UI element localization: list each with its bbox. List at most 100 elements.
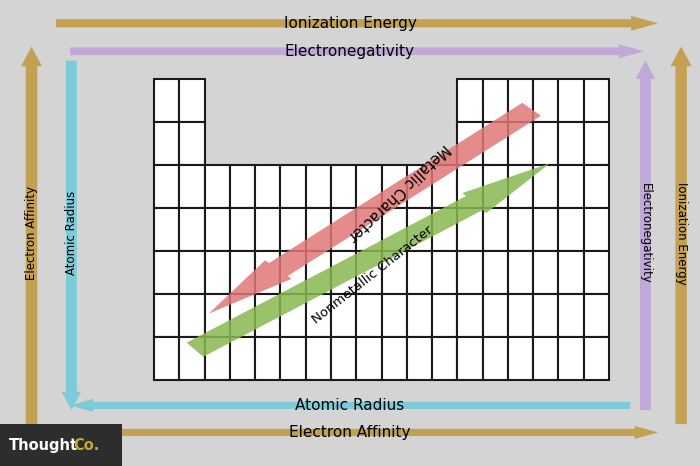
Bar <box>407 294 432 337</box>
Bar <box>230 208 255 251</box>
Bar <box>533 122 559 165</box>
Bar <box>559 294 584 337</box>
Bar <box>457 337 482 380</box>
Bar <box>432 208 457 251</box>
Bar <box>356 208 382 251</box>
Bar <box>533 251 559 294</box>
Bar <box>331 251 356 294</box>
Text: Ionization Energy: Ionization Energy <box>284 16 416 31</box>
Bar <box>356 165 382 208</box>
Bar <box>306 208 331 251</box>
Bar <box>457 122 482 165</box>
Bar <box>482 294 508 337</box>
Bar <box>382 208 407 251</box>
Text: Nonmetallic Character: Nonmetallic Character <box>309 224 435 327</box>
Bar <box>482 337 508 380</box>
Bar <box>432 337 457 380</box>
Bar <box>179 294 204 337</box>
Bar <box>306 165 331 208</box>
Text: Electron Affinity: Electron Affinity <box>25 186 38 280</box>
Bar <box>584 337 609 380</box>
Bar <box>154 79 179 122</box>
Bar <box>331 165 356 208</box>
Bar <box>533 294 559 337</box>
Polygon shape <box>56 426 658 439</box>
Bar <box>457 79 482 122</box>
Bar <box>382 337 407 380</box>
Bar <box>407 251 432 294</box>
Bar <box>230 165 255 208</box>
Bar <box>255 337 281 380</box>
Bar <box>584 122 609 165</box>
Bar <box>154 337 179 380</box>
Bar <box>306 337 331 380</box>
Bar <box>508 79 533 122</box>
Bar <box>179 122 204 165</box>
Bar <box>230 294 255 337</box>
Bar <box>331 337 356 380</box>
Text: Co.: Co. <box>74 438 100 452</box>
Polygon shape <box>70 399 630 412</box>
Bar <box>255 294 281 337</box>
Text: Atomic Radius: Atomic Radius <box>65 191 78 275</box>
Bar <box>457 208 482 251</box>
Bar <box>382 251 407 294</box>
Bar <box>0 424 122 466</box>
Bar <box>407 337 432 380</box>
Polygon shape <box>21 47 42 424</box>
Text: Electron Affinity: Electron Affinity <box>289 425 411 440</box>
Bar <box>281 294 306 337</box>
Bar <box>533 79 559 122</box>
Polygon shape <box>62 61 81 410</box>
Polygon shape <box>187 164 550 357</box>
Bar <box>230 337 255 380</box>
Bar <box>559 165 584 208</box>
Bar <box>508 294 533 337</box>
Bar <box>457 165 482 208</box>
Bar <box>154 251 179 294</box>
Bar <box>204 165 230 208</box>
Text: Atomic Radius: Atomic Radius <box>295 398 405 413</box>
Bar <box>533 208 559 251</box>
Text: Thought: Thought <box>8 438 78 452</box>
Polygon shape <box>56 16 658 31</box>
Bar <box>179 251 204 294</box>
Bar <box>508 165 533 208</box>
Text: Electronegativity: Electronegativity <box>639 183 652 283</box>
Bar <box>482 251 508 294</box>
Bar <box>179 208 204 251</box>
Bar <box>281 337 306 380</box>
Text: Metallic Character: Metallic Character <box>344 141 452 244</box>
Bar <box>482 208 508 251</box>
Bar <box>584 208 609 251</box>
Bar <box>508 337 533 380</box>
Bar <box>382 294 407 337</box>
Bar <box>457 251 482 294</box>
Bar <box>584 79 609 122</box>
Bar <box>306 251 331 294</box>
Bar <box>255 251 281 294</box>
Bar <box>281 165 306 208</box>
Bar <box>559 337 584 380</box>
Bar <box>154 122 179 165</box>
Bar <box>432 294 457 337</box>
Text: Electronegativity: Electronegativity <box>285 44 415 59</box>
Bar <box>230 251 255 294</box>
Bar <box>584 251 609 294</box>
Bar <box>204 208 230 251</box>
Bar <box>508 208 533 251</box>
Bar <box>382 165 407 208</box>
Bar <box>306 294 331 337</box>
Bar <box>331 208 356 251</box>
Bar <box>154 294 179 337</box>
Bar <box>533 337 559 380</box>
Bar <box>508 251 533 294</box>
Polygon shape <box>70 44 644 58</box>
Bar <box>179 165 204 208</box>
Polygon shape <box>671 47 692 424</box>
Bar <box>154 208 179 251</box>
Text: Ionization Energy: Ionization Energy <box>675 182 687 284</box>
Bar <box>255 208 281 251</box>
Bar <box>559 79 584 122</box>
Bar <box>255 165 281 208</box>
